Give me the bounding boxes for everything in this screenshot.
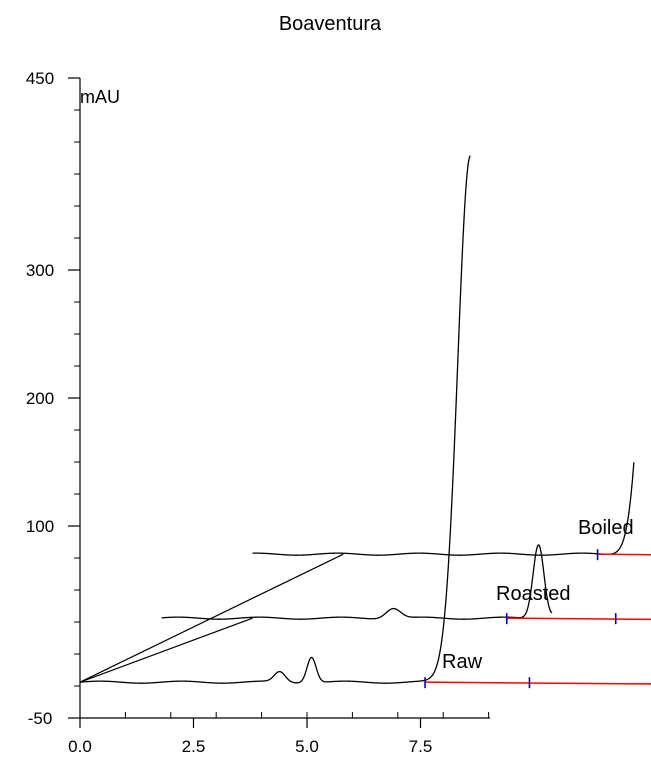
y-axis-ticks: -50 100 200 300 450 — [26, 69, 80, 728]
x-tick-label: 2.5 — [182, 737, 206, 756]
series-label-roasted: Roasted — [496, 583, 571, 605]
chromatogram-traces — [79, 155, 651, 689]
series-label-raw: Raw — [442, 651, 483, 673]
y-tick-label: 450 — [26, 69, 54, 88]
y-tick-label: 200 — [26, 389, 54, 408]
trace-roasted — [161, 544, 553, 620]
x-tick-label: 5.0 — [295, 737, 319, 756]
x-axis-ticks: 0.0 2.5 5.0 7.5 — [68, 712, 490, 756]
perspective-line-boiled — [79, 553, 344, 683]
chart-title: Boaventura — [279, 13, 382, 35]
perspective-line-roasted — [79, 617, 253, 683]
y-tick-label: 300 — [26, 261, 54, 280]
x-tick-label: 0.0 — [68, 737, 92, 756]
x-tick-label: 7.5 — [409, 737, 433, 756]
trace-boiled — [252, 462, 635, 556]
integration-baseline-raw — [425, 681, 651, 685]
y-tick-label: -50 — [28, 709, 53, 728]
y-axis-label: mAU — [80, 87, 120, 107]
integration-baseline-roasted — [506, 617, 651, 621]
series-labels: Raw Roasted Boiled — [442, 517, 634, 673]
series-label-boiled: Boiled — [578, 517, 634, 539]
trace-raw — [79, 155, 471, 684]
perspective-lines — [79, 553, 344, 683]
y-tick-label: 100 — [26, 517, 54, 536]
integration-baseline-boiled — [597, 553, 651, 556]
